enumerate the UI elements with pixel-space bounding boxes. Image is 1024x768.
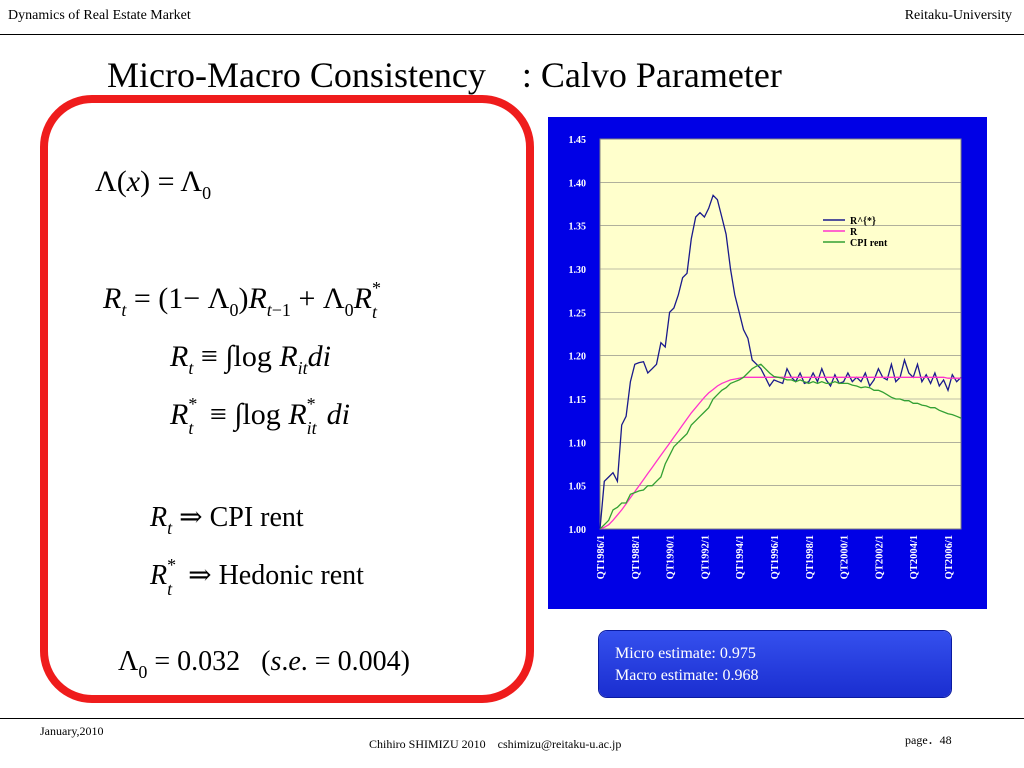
x-tick-label: QT1996/1 bbox=[770, 535, 781, 579]
series-line-0 bbox=[599, 194, 962, 530]
series-line-2 bbox=[599, 363, 962, 530]
plot-area bbox=[599, 138, 962, 530]
macro-estimate: Macro estimate: 0.968 bbox=[615, 667, 759, 684]
header-left-title: Dynamics of Real Estate Market bbox=[8, 8, 191, 23]
y-tick-label: 1.15 bbox=[569, 395, 587, 406]
y-tick-label: 1.30 bbox=[569, 265, 587, 276]
legend-label-2: CPI rent bbox=[850, 238, 888, 249]
estimates-box: Micro estimate: 0.975 Macro estimate: 0.… bbox=[599, 631, 951, 697]
footer-page: page．48 bbox=[905, 733, 952, 747]
header-divider bbox=[0, 34, 1024, 35]
equation-rstar-definition: R * t ≡ ∫log R * it di bbox=[170, 394, 350, 439]
equation-r-definition: Rt ≡ ∫log Ritdi bbox=[170, 340, 332, 378]
x-tick-label: QT1998/1 bbox=[805, 535, 816, 579]
x-tick-label: QT1990/1 bbox=[666, 535, 677, 579]
footer-divider bbox=[0, 718, 1024, 719]
page-number: 48 bbox=[939, 733, 952, 747]
equation-r-update: Rt = (1− Λ0)Rt−1 + Λ0R * t bbox=[103, 278, 381, 323]
page-label: page bbox=[905, 733, 928, 747]
hedonic-rent-label: Hedonic rent bbox=[218, 560, 364, 591]
x-tick-label: QT1988/1 bbox=[631, 535, 642, 579]
x-tick-label: QT1986/1 bbox=[596, 535, 607, 579]
lambda-value: 0.032 bbox=[177, 646, 241, 677]
equation-lambda-constant: Λ(x) = Λ0 bbox=[95, 165, 212, 203]
y-tick-label: 1.00 bbox=[569, 525, 587, 536]
header-right-title: Reitaku-University bbox=[904, 8, 1012, 23]
se-value: 0.004 bbox=[337, 646, 401, 677]
y-tick-label: 1.40 bbox=[569, 178, 587, 189]
x-tick-label: QT1992/1 bbox=[700, 535, 711, 579]
x-tick-label: QT2002/1 bbox=[874, 535, 885, 579]
footer-date: January,2010 bbox=[40, 724, 104, 738]
legend-label-1: R bbox=[850, 227, 858, 238]
cpi-rent-label: CPI rent bbox=[209, 502, 304, 533]
slide-title: Micro-Macro Consistency : Calvo Paramete… bbox=[107, 55, 782, 95]
y-tick-label: 1.20 bbox=[569, 352, 587, 363]
equation-frame bbox=[40, 95, 534, 703]
legend-label-0: R^{*} bbox=[850, 216, 876, 227]
y-tick-label: 1.45 bbox=[569, 135, 587, 146]
y-tick-label: 1.10 bbox=[569, 438, 587, 449]
x-tick-label: QT2000/1 bbox=[840, 535, 851, 579]
footer-author: Chihiro SHIMIZU 2010 cshimizu@reitaku-u.… bbox=[369, 737, 622, 751]
x-tick-label: QT2004/1 bbox=[909, 535, 920, 579]
micro-estimate: Micro estimate: 0.975 bbox=[615, 645, 756, 662]
equation-rstar-hedonic: R * t ⇒ Hedonic rent bbox=[150, 554, 364, 599]
x-tick-label: QT1994/1 bbox=[735, 535, 746, 579]
equation-r-cpi: Rt ⇒ CPI rent bbox=[150, 502, 304, 538]
y-tick-label: 1.25 bbox=[569, 308, 587, 319]
x-tick-label: QT2006/1 bbox=[944, 535, 955, 579]
chart-panel: 1.00 1.05 1.10 1.15 1.20 1.25 1.30 1.35 1.40 1.45… bbox=[548, 117, 987, 609]
y-tick-label: 1.35 bbox=[569, 222, 587, 233]
y-tick-label: 1.05 bbox=[569, 482, 587, 493]
equation-lambda-estimate: Λ0 = 0.032 (s.e. = 0.004) bbox=[118, 646, 410, 682]
rent-index-chart: 1.00 1.05 1.10 1.15 1.20 1.25 1.30 1.35 1.40 1.45… bbox=[569, 135, 962, 579]
